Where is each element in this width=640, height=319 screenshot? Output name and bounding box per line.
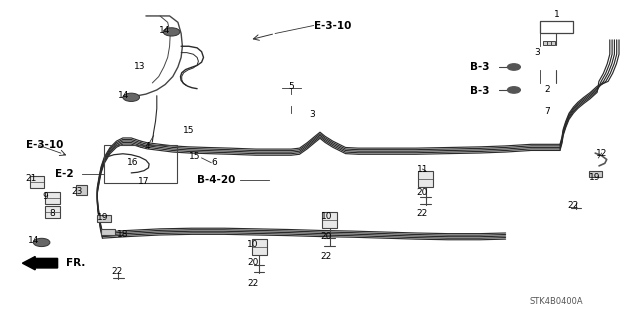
- Text: 21: 21: [25, 174, 36, 183]
- Bar: [543, 41, 547, 45]
- Text: 6: 6: [211, 158, 217, 167]
- Circle shape: [163, 28, 180, 36]
- Bar: [97, 215, 111, 222]
- Bar: [418, 171, 433, 187]
- Circle shape: [123, 93, 140, 101]
- Text: 4: 4: [145, 142, 150, 151]
- Text: 14: 14: [118, 91, 129, 100]
- Text: 8: 8: [50, 209, 55, 218]
- Text: 13: 13: [134, 63, 145, 71]
- Text: 15: 15: [183, 126, 195, 135]
- Text: 16: 16: [127, 158, 138, 167]
- Text: 22: 22: [321, 252, 332, 261]
- Text: 20: 20: [321, 232, 332, 241]
- Text: 20: 20: [247, 258, 259, 267]
- Bar: [322, 212, 337, 228]
- Text: FR.: FR.: [66, 258, 85, 268]
- Text: 11: 11: [417, 165, 428, 174]
- FancyArrow shape: [22, 256, 58, 270]
- Text: 5: 5: [289, 82, 294, 91]
- Bar: [45, 192, 60, 204]
- Text: 19: 19: [97, 213, 108, 222]
- Text: 23: 23: [71, 187, 83, 196]
- Text: 7: 7: [545, 107, 550, 116]
- Text: E-2: E-2: [55, 169, 74, 179]
- Text: 12: 12: [596, 149, 607, 158]
- Text: 3: 3: [310, 110, 315, 119]
- Bar: [589, 171, 602, 177]
- Text: 22: 22: [567, 201, 579, 210]
- Text: 22: 22: [247, 279, 259, 288]
- Text: B-3: B-3: [470, 62, 490, 72]
- Bar: [252, 239, 267, 255]
- Circle shape: [508, 87, 520, 93]
- Bar: [551, 41, 555, 45]
- Text: B-4-20: B-4-20: [197, 175, 236, 185]
- Text: 19: 19: [589, 173, 601, 182]
- Text: 14: 14: [159, 26, 171, 35]
- Text: 18: 18: [116, 230, 128, 239]
- Text: 10: 10: [247, 240, 259, 249]
- Text: 14: 14: [28, 236, 39, 245]
- Text: 22: 22: [417, 209, 428, 218]
- Bar: [76, 185, 87, 195]
- Text: 3: 3: [535, 48, 540, 57]
- Text: 1: 1: [554, 10, 559, 19]
- Bar: [540, 21, 573, 33]
- Circle shape: [508, 64, 520, 70]
- Bar: [547, 41, 551, 45]
- Text: 20: 20: [417, 189, 428, 197]
- Text: 17: 17: [138, 177, 149, 186]
- Bar: [45, 206, 60, 218]
- Text: STK4B0400A: STK4B0400A: [530, 297, 584, 306]
- Bar: [104, 145, 177, 183]
- Text: 15: 15: [189, 152, 201, 161]
- Text: 10: 10: [321, 212, 332, 221]
- Text: B-3: B-3: [470, 86, 490, 96]
- Text: 2: 2: [545, 85, 550, 94]
- Bar: [101, 229, 115, 235]
- Text: 9: 9: [42, 192, 47, 201]
- Text: E-3-10: E-3-10: [26, 140, 63, 150]
- Text: 22: 22: [111, 267, 123, 276]
- Circle shape: [33, 238, 50, 247]
- Text: E-3-10: E-3-10: [314, 20, 351, 31]
- Bar: [30, 176, 44, 188]
